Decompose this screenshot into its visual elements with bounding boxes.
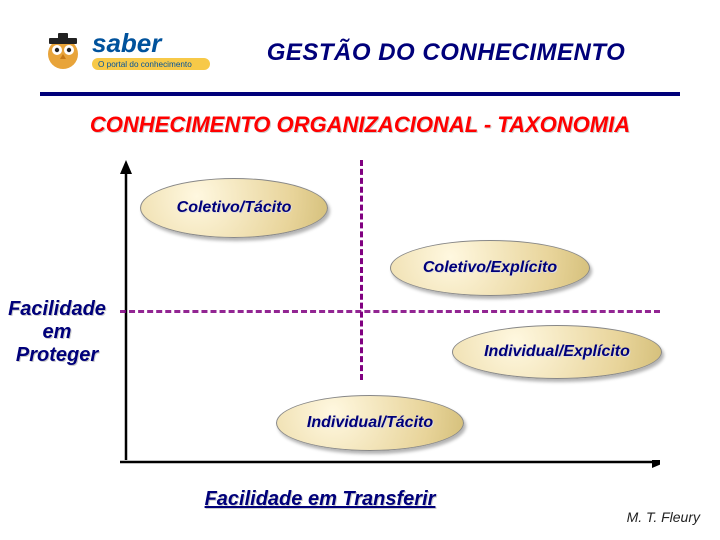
- ellipse-individual-explicito: Individual/Explícito: [452, 325, 662, 379]
- ellipse-label: Coletivo/Tácito: [177, 199, 292, 217]
- ellipse-individual-tacito: Individual/Tácito: [276, 395, 464, 451]
- owl-icon: [40, 30, 86, 76]
- logo: saber O portal do conhecimento: [40, 28, 212, 79]
- ellipse-coletivo-tacito: Coletivo/Tácito: [140, 178, 328, 238]
- ellipse-label: Individual/Explícito: [484, 343, 630, 361]
- ellipse-label: Coletivo/Explícito: [423, 259, 557, 277]
- logo-tagline: O portal do conhecimento: [98, 60, 192, 69]
- x-axis-label: Facilidade em Transferir: [0, 488, 640, 511]
- ellipse-coletivo-explicito: Coletivo/Explícito: [390, 240, 590, 296]
- subtitle: CONHECIMENTO ORGANIZACIONAL - TAXONOMIA: [0, 112, 720, 138]
- header: saber O portal do conhecimento GESTÃO DO…: [40, 18, 680, 88]
- ellipse-label: Individual/Tácito: [307, 414, 433, 432]
- horizontal-divider: [120, 310, 660, 313]
- page-title: GESTÃO DO CONHECIMENTO: [212, 39, 680, 67]
- vertical-divider: [360, 160, 363, 380]
- header-rule: [40, 92, 680, 96]
- x-axis: [120, 460, 660, 476]
- author: M. T. Fleury: [627, 509, 700, 525]
- logo-text: saber O portal do conhecimento: [92, 28, 212, 79]
- y-axis-label: Facilidade em Proteger: [2, 298, 112, 367]
- logo-wordmark: saber: [92, 28, 163, 58]
